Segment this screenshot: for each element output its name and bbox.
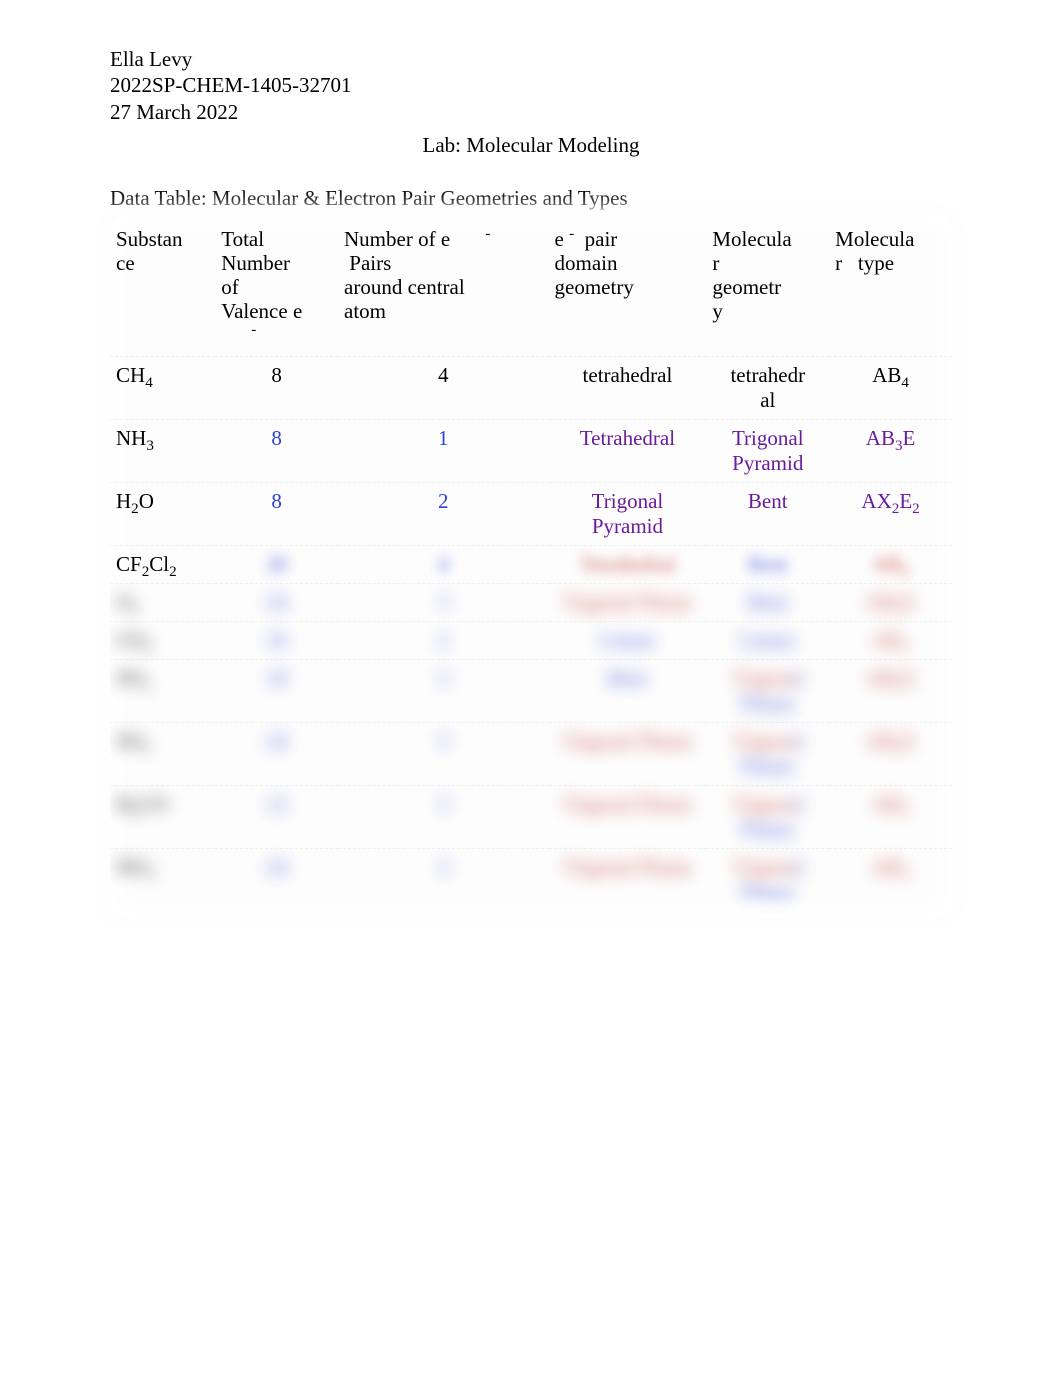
cell-pairs: 3 (338, 848, 549, 911)
cell-valence: 8 (215, 419, 338, 482)
cell-substance: CF2Cl2 (110, 545, 215, 583)
cell-moltype: AB4 (829, 357, 952, 419)
cell-edomain: Trigonal Planar (549, 848, 707, 911)
cell-molgeom: Linear (706, 621, 829, 659)
cell-molgeom: Bent (706, 482, 829, 545)
cell-pairs: 2 (338, 482, 549, 545)
cell-valence: 24 (215, 848, 338, 911)
cell-molgeom: TrigonalPyramid (706, 419, 829, 482)
cell-edomain: Trigonal Planar (549, 785, 707, 848)
student-name: Ella Levy (110, 46, 952, 72)
th-epairs: Number of e - Pairs around central atom (338, 217, 549, 358)
cell-edomain: Trigonal Planar (549, 722, 707, 785)
cell-pairs: 4 (338, 357, 549, 419)
cell-substance: CH4 (110, 357, 215, 419)
cell-pairs: 2 (338, 621, 549, 659)
table-row: H2O82TrigonalPyramidBentAX2E2 (110, 482, 952, 545)
cell-edomain: TrigonalPyramid (549, 482, 707, 545)
table-header-row: Substance Total Number of Valence e - (110, 217, 952, 358)
cell-moltype: AX2E2 (829, 482, 952, 545)
cell-substance: H2O (110, 482, 215, 545)
cell-pairs: 3 (338, 785, 549, 848)
cell-moltype: AB3 (829, 848, 952, 911)
table-row: CH484tetrahedraltetrahedralAB4 (110, 357, 952, 419)
cell-molgeom: TrigonalPlanar (706, 659, 829, 722)
cell-pairs: 1 (338, 419, 549, 482)
course-code: 2022SP-CHEM-1405-32701 (110, 72, 952, 98)
cell-molgeom: TrigonalPlanar (706, 722, 829, 785)
cell-edomain: tetrahedral (549, 357, 707, 419)
cell-molgeom: TrigonalPlanar (706, 785, 829, 848)
cell-valence: 24 (215, 583, 338, 621)
cell-substance: SO3 (110, 722, 215, 785)
cell-moltype: AB3 (829, 785, 952, 848)
cell-molgeom: Bent (706, 583, 829, 621)
table-row: SO3243Trigonal PlanarTrigonalPlanarAB2E (110, 722, 952, 785)
cell-molgeom: TrigonalPlanar (706, 848, 829, 911)
cell-pairs: 3 (338, 583, 549, 621)
cell-valence: 8 (215, 482, 338, 545)
cell-moltype: AB2 (829, 621, 952, 659)
cell-pairs: 3 (338, 722, 549, 785)
cell-pairs: 4 (338, 545, 549, 583)
table-row: H2CO123Trigonal PlanarTrigonalPlanarAB3 (110, 785, 952, 848)
table-row: NO3−243Trigonal PlanarTrigonalPlanarAB3 (110, 848, 952, 911)
cell-edomain: Tetrahedral (549, 545, 707, 583)
th-molgeom: Molecula r geometr y (706, 217, 829, 358)
cell-substance: NO3− (110, 848, 215, 911)
page-header: Ella Levy 2022SP-CHEM-1405-32701 27 Marc… (110, 46, 952, 125)
cell-moltype: AB3E (829, 419, 952, 482)
cell-valence: 18 (215, 659, 338, 722)
lab-title: Lab: Molecular Modeling (110, 133, 952, 158)
th-moltype: Molecula r type (829, 217, 952, 358)
cell-moltype: AB2E (829, 722, 952, 785)
cell-substance: H2CO (110, 785, 215, 848)
th-valence: Total Number of Valence e - (215, 217, 338, 358)
document-date: 27 March 2022 (110, 99, 952, 125)
th-edomain: e - pair domain geometry (549, 217, 707, 358)
cell-molgeom: Bent (706, 545, 829, 583)
table-caption: Data Table: Molecular & Electron Pair Ge… (110, 186, 952, 211)
cell-edomain: Tetrahedral (549, 419, 707, 482)
table-row: NH381TetrahedralTrigonalPyramidAB3E (110, 419, 952, 482)
cell-substance: NH3 (110, 419, 215, 482)
cell-edomain: Trigonal Planar (549, 583, 707, 621)
cell-valence: 8 (215, 357, 338, 419)
cell-moltype: AB2E (829, 659, 952, 722)
cell-molgeom: tetrahedral (706, 357, 829, 419)
table-row: CF2Cl2204TetrahedralBentAB4 (110, 545, 952, 583)
table-row: SO2183BentTrigonalPlanarAB2E (110, 659, 952, 722)
cell-edomain: Linear (549, 621, 707, 659)
cell-valence: 12 (215, 785, 338, 848)
cell-valence: 20 (215, 545, 338, 583)
cell-moltype: AB4 (829, 545, 952, 583)
cell-valence: 24 (215, 722, 338, 785)
th-substance: Substance (110, 217, 215, 358)
table-row: CO2162LinearLinearAB2 (110, 621, 952, 659)
cell-substance: O3 (110, 583, 215, 621)
cell-substance: SO2 (110, 659, 215, 722)
table-body: CH484tetrahedraltetrahedralAB4NH381Tetra… (110, 357, 952, 911)
cell-substance: CO2 (110, 621, 215, 659)
cell-valence: 16 (215, 621, 338, 659)
table-row: O3243Trigonal PlanarBentAB2E (110, 583, 952, 621)
cell-edomain: Bent (549, 659, 707, 722)
data-table: Substance Total Number of Valence e - (110, 217, 952, 912)
cell-pairs: 3 (338, 659, 549, 722)
cell-moltype: AB2E (829, 583, 952, 621)
data-table-wrap: Substance Total Number of Valence e - (110, 217, 952, 918)
